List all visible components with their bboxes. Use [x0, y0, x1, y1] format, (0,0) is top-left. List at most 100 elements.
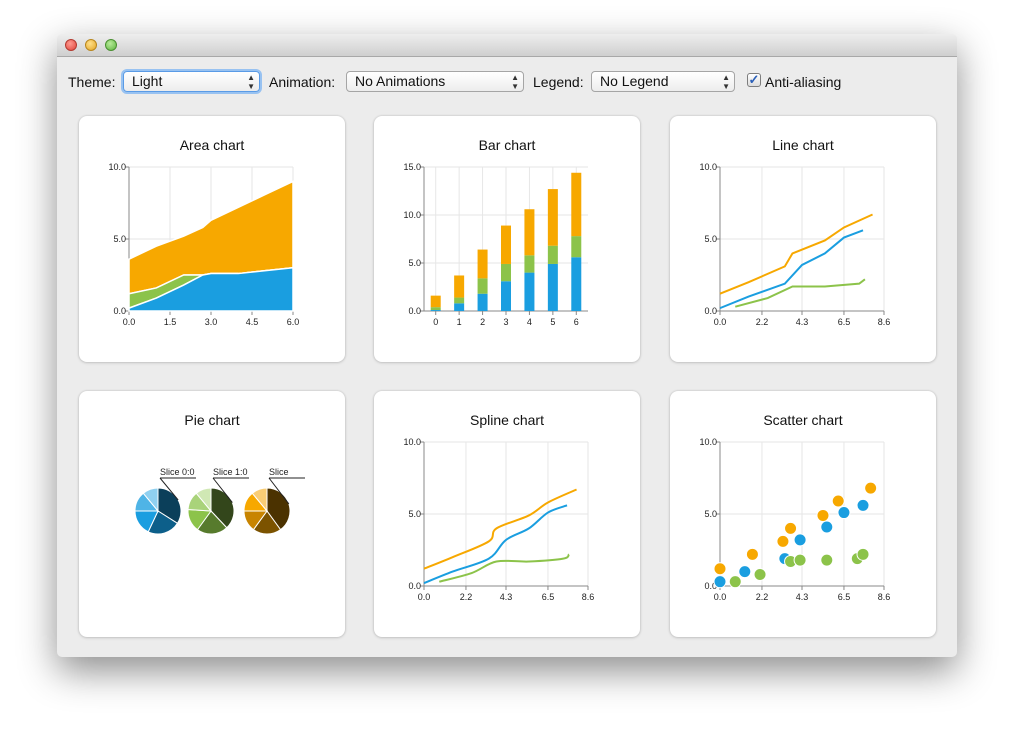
line-series	[438, 553, 570, 583]
bar	[571, 236, 582, 258]
line-series	[734, 278, 866, 308]
bar	[547, 263, 558, 311]
bar	[454, 303, 465, 311]
chart-title: Line chart	[772, 137, 834, 153]
y-tick-label: 5.0	[408, 509, 421, 519]
chart-title: Spline chart	[470, 412, 544, 428]
bar	[547, 245, 558, 264]
x-tick-label: 4.5	[246, 317, 259, 327]
pie-label-line	[159, 477, 179, 501]
x-tick-label: 0.0	[714, 592, 727, 602]
chart-title: Area chart	[179, 137, 245, 153]
scatter-point	[816, 508, 830, 522]
pie-slice	[142, 487, 159, 513]
x-tick-label: 1.5	[164, 317, 177, 327]
x-tick-label: 0	[433, 317, 438, 327]
theme-select-value: Light	[132, 73, 163, 89]
pie-label: Slice	[269, 467, 289, 477]
legend-select-value: No Legend	[600, 73, 669, 89]
up-down-arrows-icon: ▲ ▼	[511, 73, 519, 91]
scatter-point	[728, 575, 742, 589]
x-tick-label: 4.3	[796, 592, 809, 602]
bar	[501, 263, 511, 282]
pie-label-line	[212, 477, 233, 503]
bar	[547, 189, 558, 246]
y-tick-label: 10.0	[108, 162, 126, 172]
x-tick-label: 6	[574, 317, 579, 327]
line-series	[423, 504, 568, 585]
scatter-chart: 0.0 5.0 10.0 0.0 2.2 4.3 6.5 8.6	[699, 437, 891, 602]
legend-select[interactable]: No Legend ▲ ▼	[591, 71, 735, 92]
chart-title: Bar chart	[478, 137, 536, 153]
toolbar: Theme: Light ▲ ▼ Animation: No Animations…	[57, 56, 957, 108]
scatter-point	[831, 494, 845, 508]
y-tick-label: 5.0	[704, 234, 717, 244]
scatter-point	[793, 553, 807, 567]
pie-label-line	[268, 477, 290, 505]
scatter-point	[820, 520, 834, 534]
x-tick-label: 8.6	[878, 317, 891, 327]
x-tick-label: 6.5	[542, 592, 555, 602]
bar	[477, 249, 488, 279]
pie-label: Slice 1:0	[213, 467, 248, 477]
app-window: Theme: Light ▲ ▼ Animation: No Animations…	[57, 34, 957, 657]
chart-title: Scatter chart	[763, 412, 843, 428]
y-tick-label: 5.0	[704, 509, 717, 519]
title-bar	[57, 34, 957, 57]
line-series	[719, 229, 864, 310]
x-tick-label: 2.2	[460, 592, 473, 602]
bar-chart: 0.0 5.0 10.0 15.0 0 1 2 3 4 5 6	[403, 162, 588, 327]
animation-select[interactable]: No Animations ▲ ▼	[346, 71, 524, 92]
x-tick-label: 1	[457, 317, 462, 327]
line-chart-card: Line chart 0.0 5.0 10.0 0.0 2.2 4.3 6.5 8.6	[670, 116, 936, 362]
scatter-point	[776, 534, 790, 548]
line-chart: 0.0 5.0 10.0 0.0 2.2 4.3 6.5 8.6	[699, 162, 891, 327]
bar	[430, 295, 441, 308]
y-tick-label: 10.0	[699, 162, 717, 172]
bar	[524, 272, 535, 311]
x-tick-label: 4	[527, 317, 532, 327]
up-down-arrows-icon: ▲ ▼	[247, 73, 255, 91]
legend-label: Legend:	[533, 74, 584, 90]
x-tick-label: 8.6	[878, 592, 891, 602]
pie-slice	[195, 487, 212, 513]
scatter-point	[864, 481, 878, 495]
theme-select[interactable]: Light ▲ ▼	[123, 71, 260, 92]
pie-slice	[251, 487, 268, 513]
bar	[524, 255, 535, 273]
antialias-label[interactable]: Anti-aliasing	[765, 74, 842, 90]
scatter-point	[738, 565, 752, 579]
y-tick-label: 10.0	[699, 437, 717, 447]
bar	[524, 209, 535, 256]
checkmark-icon: ✓	[748, 72, 760, 87]
x-tick-label: 4.3	[500, 592, 513, 602]
pie-chart: Slice 0:0 Slice 1:0 Slice	[134, 467, 305, 535]
scatter-point	[745, 547, 759, 561]
bar	[477, 278, 488, 294]
scatter-point	[753, 567, 767, 581]
scatter-point	[713, 562, 727, 576]
scatter-chart-card: Scatter chart 0.0 5.0 10.0 0.0 2.2 4.3 6.5 8.6	[670, 391, 936, 637]
bar-chart-card: Bar chart 0.0 5.0 10.0 15.0 0 1 2 3 4 5 6	[374, 116, 640, 362]
y-tick-label: 0.0	[113, 306, 126, 316]
x-tick-label: 2	[480, 317, 485, 327]
chart-title: Pie chart	[184, 412, 240, 428]
maximize-icon[interactable]	[105, 39, 117, 51]
pie-label: Slice 0:0	[160, 467, 195, 477]
theme-label: Theme:	[68, 74, 116, 90]
scatter-point	[713, 575, 727, 589]
close-icon[interactable]	[65, 39, 77, 51]
animation-label: Animation:	[269, 74, 336, 90]
animation-select-value: No Animations	[355, 73, 446, 89]
minimize-icon[interactable]	[85, 39, 97, 51]
x-tick-label: 3	[503, 317, 508, 327]
pie-chart-card: Pie chart Slice 0:0 Slice 1:0 Slice	[79, 391, 345, 637]
antialias-checkbox[interactable]: ✓	[747, 73, 761, 87]
bar	[430, 307, 441, 311]
x-tick-label: 0.0	[418, 592, 431, 602]
area-chart-card: Area chart 0.0 5.0 10.0 0.0 1.5 3.0 4.5 6.0	[79, 116, 345, 362]
x-tick-label: 6.5	[838, 592, 851, 602]
bar	[430, 310, 441, 311]
bar	[571, 172, 582, 237]
up-down-arrows-icon: ▲ ▼	[722, 73, 730, 91]
